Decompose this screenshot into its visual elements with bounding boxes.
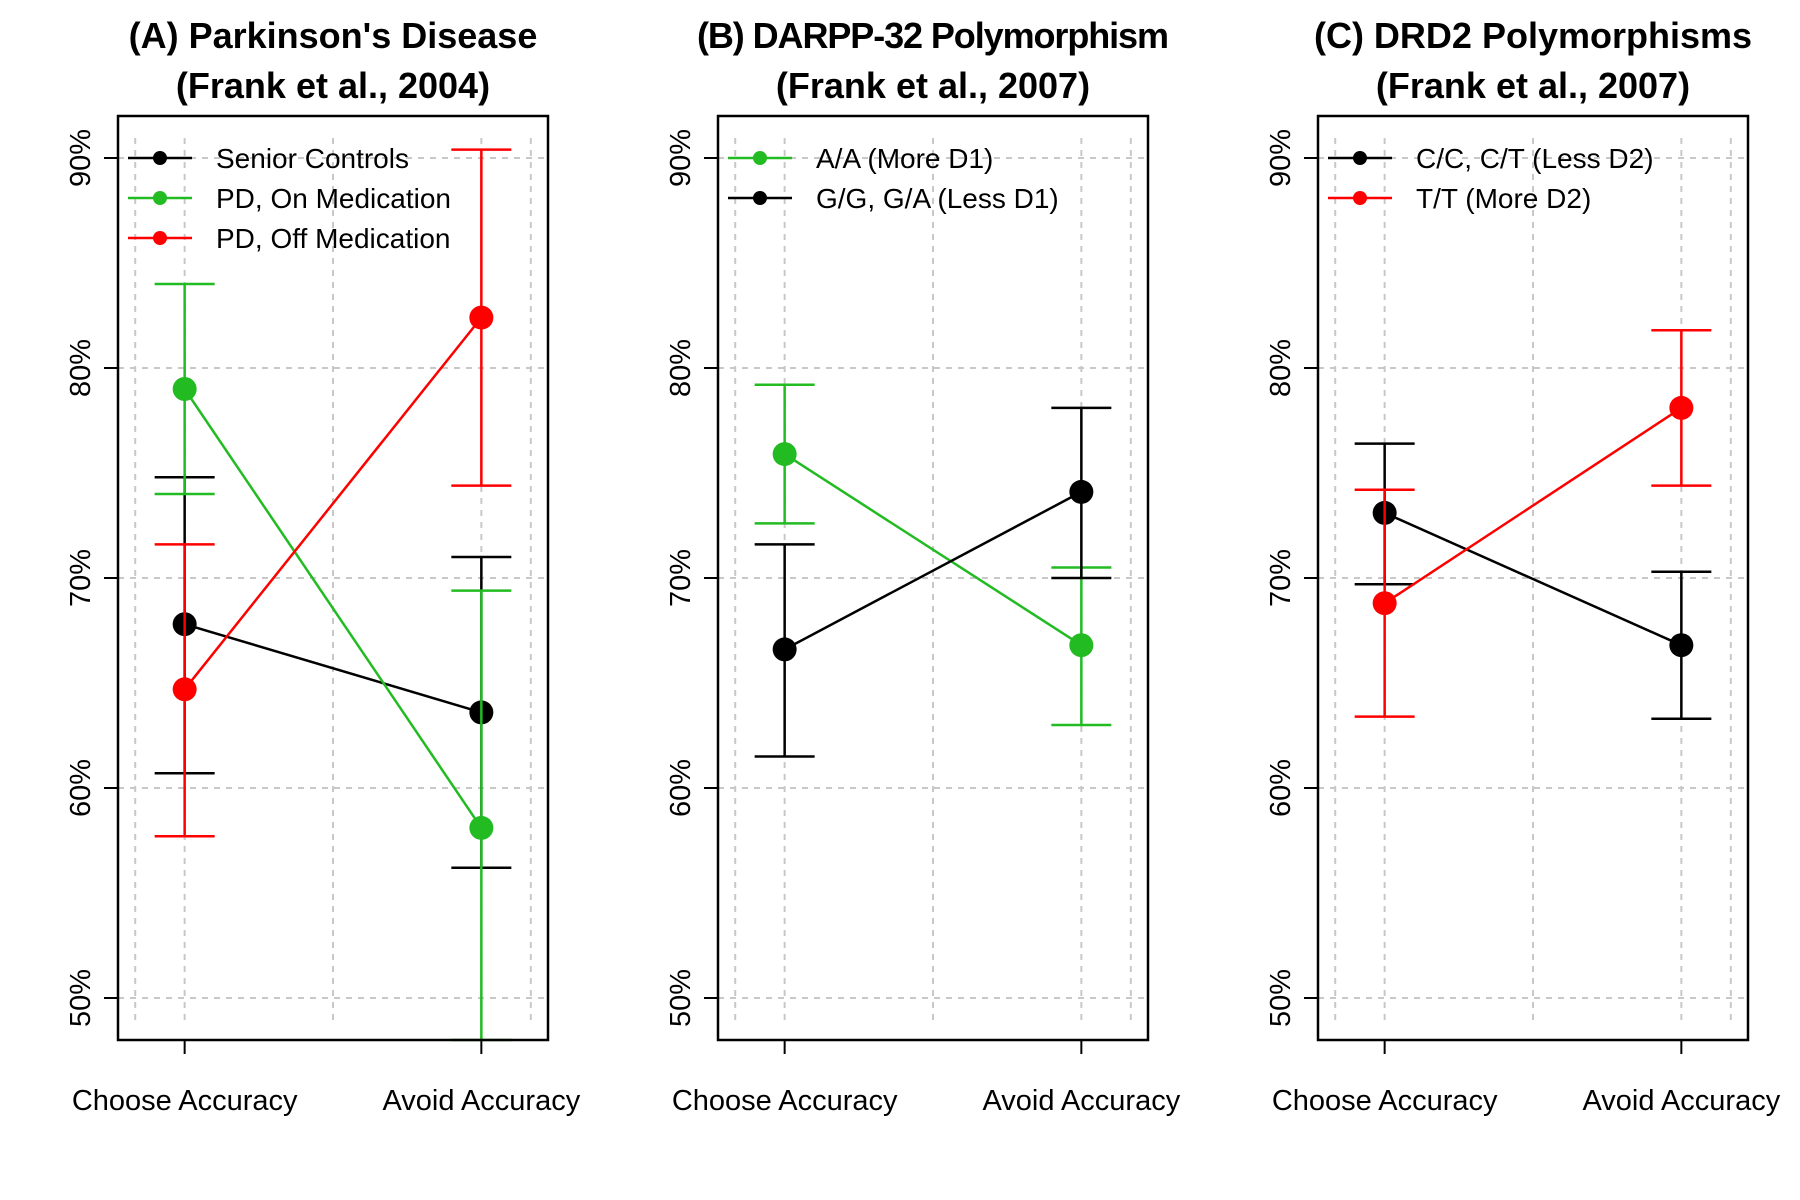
y-tick-label: 90% bbox=[65, 129, 97, 187]
data-point bbox=[172, 677, 197, 702]
legend-marker bbox=[153, 191, 167, 205]
y-tick-label: 50% bbox=[65, 969, 97, 1027]
legend-label: PD, Off Medication bbox=[216, 223, 450, 254]
series-2 bbox=[154, 148, 512, 838]
legend-marker bbox=[1353, 151, 1367, 165]
series-1 bbox=[1354, 328, 1712, 718]
y-tick-label: 90% bbox=[665, 129, 697, 187]
data-point bbox=[772, 442, 797, 467]
legend-label: T/T (More D2) bbox=[1416, 183, 1591, 214]
data-point bbox=[772, 637, 797, 662]
y-tick-label: 60% bbox=[65, 759, 97, 817]
plot-frame bbox=[716, 114, 1150, 1042]
series-line bbox=[184, 623, 482, 714]
y-tick-label: 70% bbox=[665, 549, 697, 607]
x-tick-label: Choose Accuracy bbox=[672, 1085, 898, 1117]
chart-subtitle: (Frank et al., 2004) bbox=[176, 65, 490, 106]
data-point bbox=[1669, 633, 1694, 658]
legend-label: Senior Controls bbox=[216, 143, 409, 174]
series-line bbox=[1384, 511, 1682, 647]
chart-panel-1: 50% 60% 70% 80% 90% Choose Accuracy Avoid Accu… bbox=[665, 15, 1181, 1117]
data-point bbox=[1669, 395, 1694, 420]
series-line bbox=[1383, 406, 1683, 605]
legend-label: G/G, G/A (Less D1) bbox=[816, 183, 1059, 214]
data-point bbox=[469, 815, 494, 840]
series-1 bbox=[754, 406, 1112, 758]
series-line bbox=[183, 316, 483, 691]
legend-marker bbox=[753, 191, 767, 205]
y-tick-label: 80% bbox=[665, 339, 697, 397]
y-tick-label: 80% bbox=[65, 339, 97, 397]
chart-title: (C) DRD2 Polymorphisms bbox=[1314, 15, 1752, 56]
legend: C/C, C/T (Less D2) T/T (More D2) bbox=[1328, 143, 1654, 214]
data-point bbox=[1069, 633, 1094, 658]
plot-frame bbox=[116, 114, 550, 1042]
chart-title: (A) Parkinson's Disease bbox=[129, 15, 538, 56]
y-tick-label: 90% bbox=[1265, 129, 1297, 187]
legend-label: PD, On Medication bbox=[216, 183, 451, 214]
x-tick-label: Avoid Accuracy bbox=[382, 1085, 580, 1117]
y-tick-label: 70% bbox=[65, 549, 97, 607]
series-0 bbox=[754, 383, 1112, 727]
x-tick-label: Avoid Accuracy bbox=[1582, 1085, 1780, 1117]
legend: A/A (More D1) G/G, G/A (Less D1) bbox=[728, 143, 1059, 214]
x-tick-label: Choose Accuracy bbox=[72, 1085, 298, 1117]
y-tick-label: 80% bbox=[1265, 339, 1297, 397]
data-point bbox=[172, 377, 197, 401]
series-line bbox=[784, 490, 1082, 651]
chart-subtitle: (Frank et al., 2007) bbox=[1376, 65, 1690, 106]
x-tick-label: Avoid Accuracy bbox=[982, 1085, 1180, 1117]
legend-label: C/C, C/T (Less D2) bbox=[1416, 143, 1654, 174]
chart-panel-2: 50% 60% 70% 80% 90% Choose Accuracy Avoid Accu… bbox=[1265, 15, 1781, 1117]
y-tick-label: 50% bbox=[1265, 969, 1297, 1027]
series-line bbox=[183, 388, 483, 829]
x-tick-label: Choose Accuracy bbox=[1272, 1085, 1498, 1117]
data-point bbox=[1069, 479, 1094, 504]
legend-marker bbox=[153, 151, 167, 165]
legend: Senior Controls PD, On Medication PD, Off … bbox=[128, 143, 451, 254]
legend-marker bbox=[153, 231, 167, 245]
plot-frame bbox=[1316, 114, 1750, 1042]
data-point bbox=[469, 305, 494, 330]
y-tick-label: 60% bbox=[1265, 759, 1297, 817]
series-1 bbox=[154, 282, 512, 1042]
legend-label: A/A (More D1) bbox=[816, 143, 993, 174]
legend-marker bbox=[1353, 191, 1367, 205]
data-point bbox=[1372, 591, 1397, 616]
y-tick-label: 60% bbox=[665, 759, 697, 817]
series-line bbox=[783, 453, 1083, 647]
legend-marker bbox=[753, 151, 767, 165]
y-tick-label: 70% bbox=[1265, 549, 1297, 607]
chart-subtitle: (Frank et al., 2007) bbox=[776, 65, 1090, 106]
chart-title: (B) DARPP-32 Polymorphism bbox=[697, 15, 1169, 56]
y-tick-label: 50% bbox=[665, 969, 697, 1027]
chart-panel-0: 50% 60% 70% 80% 90% Choose Accuracy Avoid Accu… bbox=[65, 15, 581, 1117]
